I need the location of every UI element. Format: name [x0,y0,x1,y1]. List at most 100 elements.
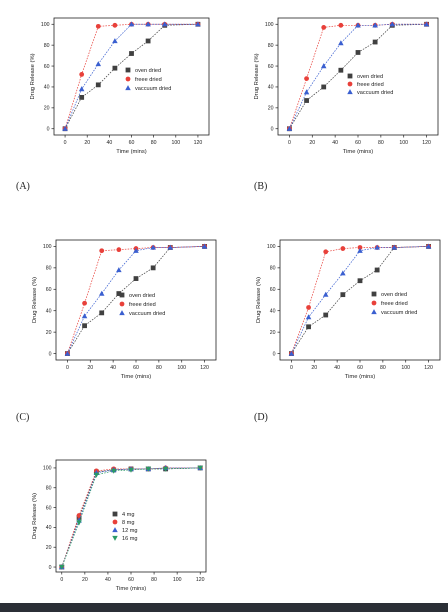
data-point [76,520,82,526]
data-point [304,76,309,81]
x-tick-label: 100 [173,577,182,583]
x-tick-label: 40 [106,140,112,146]
legend-marker [347,89,353,95]
legend-marker [125,67,131,73]
series-line [67,246,205,354]
y-tick-label: 80 [268,43,274,49]
data-point [145,38,151,44]
data-point [338,67,344,73]
y-tick-label: 0 [49,351,52,357]
series-line [64,23,198,129]
data-point [95,61,102,67]
data-point [374,267,380,273]
legend-marker [112,527,118,533]
legend-marker [371,300,377,306]
data-point [150,244,156,250]
data-point [374,244,380,250]
y-tick-label: 0 [47,127,50,133]
x-tick-label: 100 [171,140,180,146]
series-vaccuum-dried [62,21,201,131]
y-axis-title: Drug Release (%) [32,277,38,323]
y-axis-title: Drug Release (%) [30,53,36,99]
legend-label: 12 mg [122,528,138,534]
data-point [425,243,432,249]
data-point [64,350,71,356]
x-tick-label: 100 [401,365,410,371]
series-line [289,23,427,129]
chart-panel-e: 0 20 40 60 80 100 120 0 20 40 60 80 100 Time (mins) Dr… [20,440,220,602]
y-tick-label: 100 [41,22,50,28]
y-tick-label: 100 [267,244,276,250]
y-tick-label: 60 [270,287,276,293]
x-axis-title: Time (mins) [121,374,151,380]
data-point [357,245,363,250]
series-line [61,467,201,568]
data-point [322,291,329,297]
x-axis-title: Time (mins) [116,586,146,592]
legend-marker [112,535,118,541]
y-tick-label: 20 [270,330,276,336]
data-point [112,38,118,44]
x-tick-label: 120 [422,140,431,146]
data-point [304,98,309,103]
x-tick-label: 60 [128,577,134,583]
x-tick-label: 40 [110,365,116,371]
data-point [340,270,346,276]
y-tick-label: 40 [46,309,52,315]
series-oven-dried [62,21,201,132]
plot-frame [55,239,217,361]
panel-label-a: (A) [16,181,30,192]
x-tick-label: 120 [200,365,209,371]
legend-label: oven dried [135,68,161,74]
data-point [201,243,208,249]
x-tick-label: 120 [196,577,205,583]
chart-svg: 0 20 40 60 80 100 120 0 20 40 60 80 100 Time (mins) Dr… [30,17,210,155]
series-line [291,246,429,354]
legend-marker [371,309,377,315]
data-point [145,466,152,472]
data-point [338,40,344,46]
y-tick-label: 40 [44,85,50,91]
x-tick-label: 0 [288,140,291,146]
series-vaccuum-dried [288,243,432,356]
data-point [303,89,310,95]
legend-label: oven dried [357,74,383,80]
series-oven-dried [65,244,207,356]
y-tick-label: 100 [265,22,274,28]
data-point [133,247,139,253]
panel-label-b: (B) [254,181,268,192]
data-point [162,466,169,472]
data-point [78,86,85,92]
y-tick-label: 0 [273,351,276,357]
chart-panel-c: 0 20 40 60 80 100 120 0 20 40 60 80 100 Time (mins) Dr… [0,222,224,392]
x-tick-label: 20 [82,577,88,583]
y-tick-label: 20 [46,545,52,551]
series-line [289,23,427,129]
data-point [79,72,85,77]
data-point [286,125,293,131]
y-tick-label: 0 [271,127,274,133]
y-axis-title: Drug Release (%) [32,493,38,539]
legend-marker [119,310,125,316]
x-tick-label: 0 [60,577,63,583]
legend-label: 4 mg [122,512,134,518]
data-point [357,247,363,253]
x-tick-label: 0 [66,365,69,371]
data-point [321,25,327,30]
data-point [59,564,65,570]
y-tick-label: 60 [46,287,52,293]
plot-frame [279,239,441,361]
x-tick-label: 80 [156,365,162,371]
data-point [116,267,122,273]
series-freee-dried [62,21,201,132]
series-vaccuum-dried [286,21,430,131]
data-point [110,468,117,474]
legend-marker [125,76,131,82]
plot-frame [53,17,210,136]
series-line [291,246,429,354]
x-axis-title: Time (mins) [345,374,375,380]
data-point [116,291,122,296]
data-point [150,265,156,271]
data-point [423,21,430,27]
data-point [98,290,105,296]
